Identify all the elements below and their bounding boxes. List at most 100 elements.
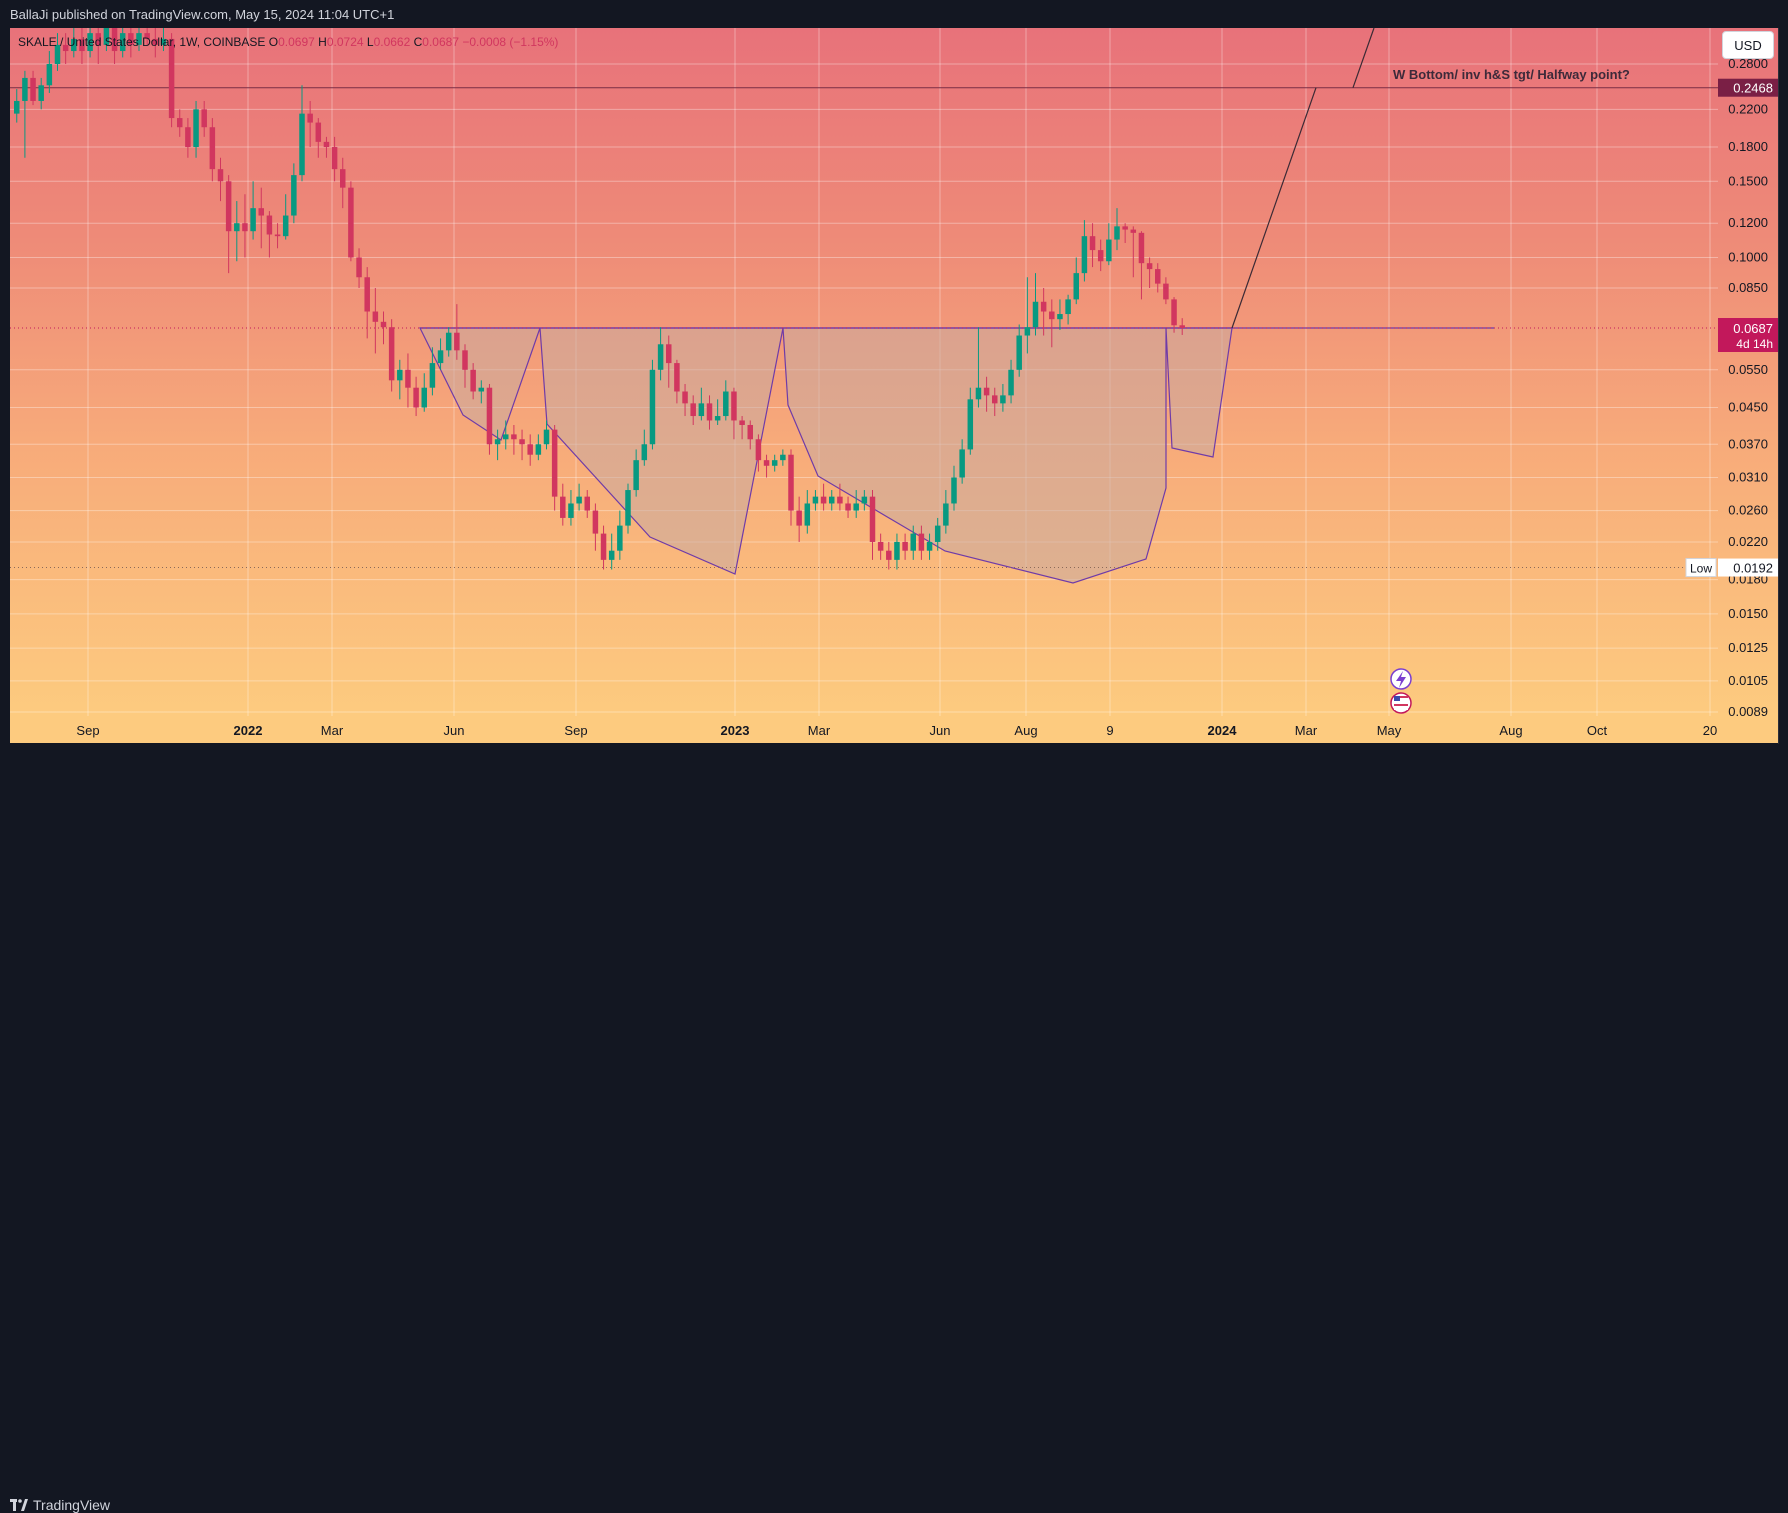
candle-down	[1130, 226, 1137, 278]
candle-body	[258, 208, 264, 216]
candle-up	[641, 429, 648, 466]
candle-up	[934, 517, 941, 551]
candle-up	[1024, 277, 1031, 354]
candle-down	[584, 490, 590, 518]
candle-down	[111, 28, 118, 64]
candle-up	[299, 85, 305, 182]
candle-down	[144, 28, 150, 45]
x-tick-label: 2023	[721, 723, 750, 738]
tradingview-logo[interactable]: TradingView	[10, 1497, 110, 1513]
candle-body	[706, 403, 713, 421]
candle-body	[1057, 314, 1063, 320]
candle-up	[780, 449, 786, 466]
x-tick-label: Sep	[76, 723, 99, 738]
candle-body	[144, 33, 150, 39]
candle-body	[494, 439, 501, 445]
candle-down	[185, 118, 191, 158]
x-tick-label: Sep	[564, 723, 587, 738]
x-tick-label: Jun	[930, 723, 951, 738]
symbol-legend: SKALE / United States Dollar, 1W, COINBA…	[18, 35, 558, 49]
candle-body	[250, 208, 256, 232]
w-bottom-pattern[interactable]	[419, 327, 1233, 584]
candle-body	[1016, 335, 1022, 370]
candle-up	[1016, 324, 1022, 377]
candle-body	[282, 215, 289, 237]
candle-body	[185, 127, 191, 148]
candle-body	[576, 496, 582, 504]
price-axis[interactable]	[1718, 28, 1778, 716]
candle-down	[845, 496, 851, 518]
legend-close-label: C	[413, 35, 423, 49]
candle-body	[421, 387, 427, 408]
candle-body	[503, 434, 509, 440]
candle-body	[160, 38, 167, 45]
x-tick-label: Mar	[1295, 723, 1318, 738]
candle-body	[103, 28, 110, 45]
published-info: BallaJi published on TradingView.com, Ma…	[10, 7, 395, 22]
top-bar: BallaJi published on TradingView.com, Ma…	[0, 0, 1788, 28]
candle-up	[1008, 359, 1014, 404]
projection-line-upper[interactable]	[1352, 27, 1375, 88]
candle-body	[829, 496, 835, 504]
candle-up	[723, 380, 729, 421]
candle-down	[519, 429, 525, 461]
candle-body	[152, 38, 159, 45]
candle-body	[1163, 283, 1169, 300]
countdown-text: 4d 14h	[1736, 337, 1773, 351]
candle-body	[388, 327, 395, 381]
candle-body	[519, 439, 525, 445]
candle-body	[478, 387, 485, 392]
candle-body	[1155, 269, 1161, 284]
chart-annotation[interactable]: W Bottom/ inv h&S tgt/ Halfway point?	[1393, 67, 1630, 82]
candle-down	[1122, 223, 1128, 243]
candle-down	[877, 533, 884, 560]
candle-down	[1049, 299, 1055, 348]
candle-down	[869, 490, 876, 560]
projection-line[interactable]	[1231, 87, 1317, 329]
candle-body	[1114, 226, 1120, 240]
candle-body	[788, 454, 794, 511]
candle-body	[71, 38, 77, 52]
candle-down	[560, 483, 566, 526]
candle-body	[771, 460, 778, 466]
candle-body	[234, 223, 240, 232]
candle-down	[315, 118, 322, 158]
candle-down	[1155, 263, 1161, 293]
candle-body	[649, 369, 656, 445]
candle-down	[209, 118, 216, 182]
candle-body	[910, 533, 916, 551]
candle-down	[1146, 257, 1153, 288]
candle-body	[804, 503, 811, 526]
candle-body	[967, 399, 974, 450]
candle-down	[242, 194, 248, 258]
candle-body	[902, 541, 908, 551]
candle-body	[429, 363, 436, 388]
candle-body	[1049, 311, 1055, 320]
candle-body	[291, 175, 297, 216]
candle-down	[128, 28, 134, 58]
legend-high-label: H	[318, 35, 327, 49]
tradingview-brand: TradingView	[33, 1497, 111, 1513]
candle-down	[388, 319, 395, 392]
x-tick-label: Jun	[444, 723, 465, 738]
target-price-label	[1718, 78, 1778, 97]
target-price-text: 0.2468	[1733, 81, 1773, 96]
candle-body	[600, 533, 607, 560]
candle-down	[886, 541, 892, 570]
candle-down	[307, 100, 313, 148]
candle-up	[975, 327, 982, 408]
x-tick-label: 9	[1106, 723, 1113, 738]
candle-down	[551, 424, 558, 511]
candle-body	[217, 169, 224, 182]
candle-up	[54, 33, 61, 71]
candle-down	[486, 383, 493, 455]
x-tick-label: Aug	[1014, 723, 1037, 738]
candle-up	[503, 420, 509, 450]
candle-body	[837, 496, 843, 504]
x-tick-label: Aug	[1499, 723, 1522, 738]
time-axis[interactable]	[10, 716, 1778, 743]
candle-body	[877, 541, 884, 551]
candle-body	[30, 77, 36, 101]
currency-button[interactable]: USD	[1722, 31, 1774, 59]
candle-up	[250, 181, 256, 240]
